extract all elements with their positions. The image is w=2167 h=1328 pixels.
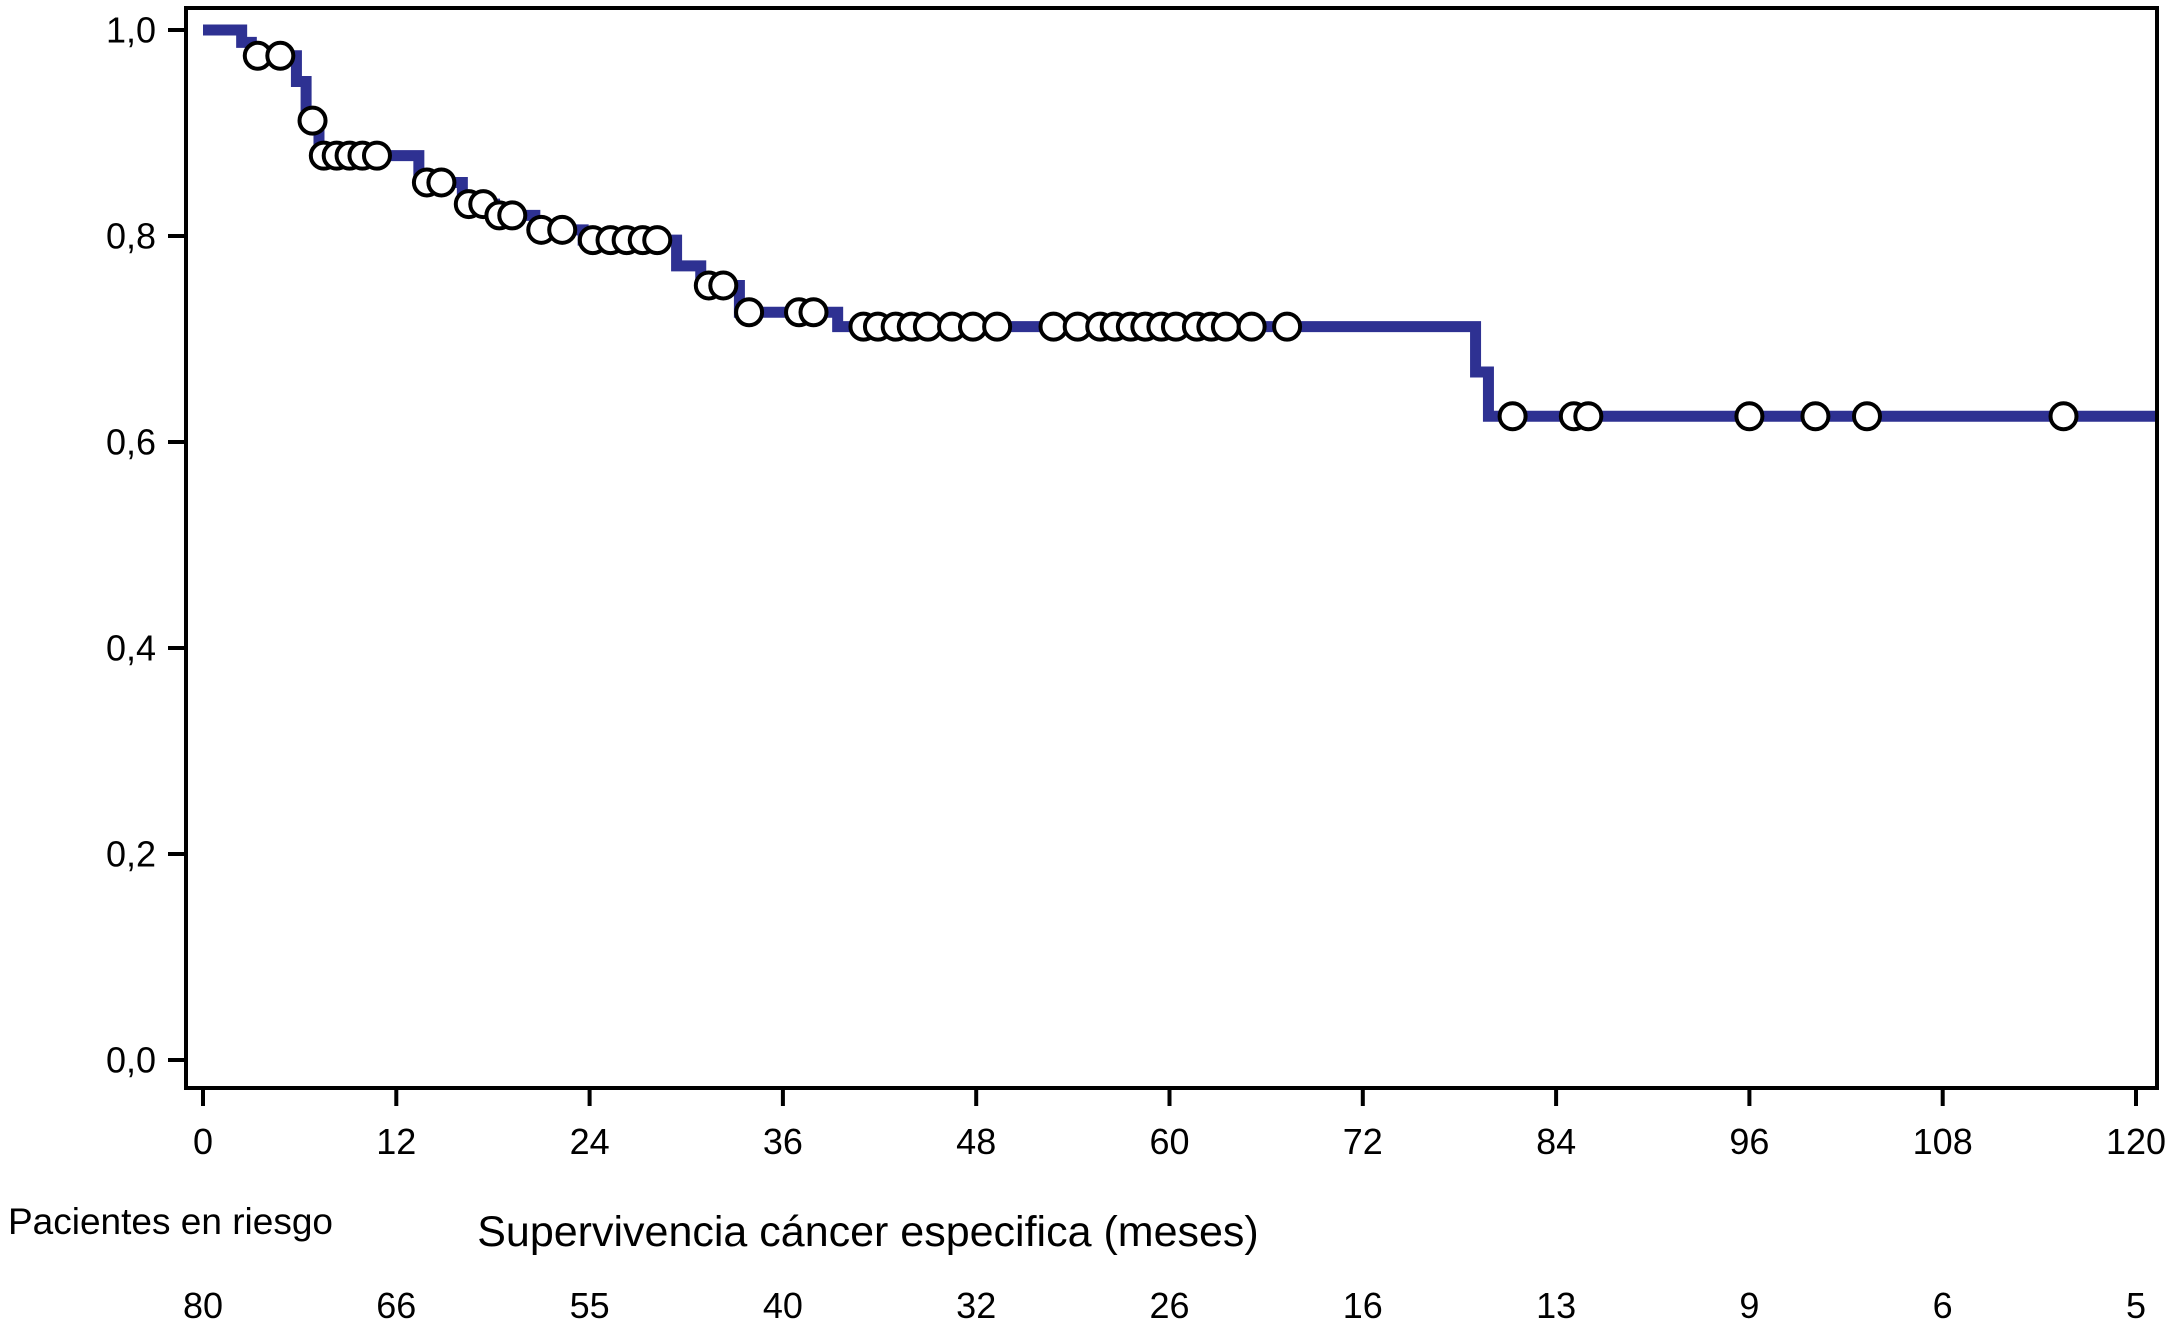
censor-mark (798, 297, 829, 328)
at-risk-count: 13 (1536, 1285, 1576, 1326)
censor-mark (497, 200, 528, 231)
censor-mark (297, 105, 328, 136)
x-tick-label: 60 (1149, 1121, 1189, 1162)
at-risk-count: 32 (956, 1285, 996, 1326)
censor-mark (982, 311, 1013, 342)
y-tick-label: 0,0 (106, 1040, 156, 1081)
censor-mark (1851, 401, 1882, 432)
censor-mark (547, 214, 578, 245)
censor-mark (265, 40, 296, 71)
at-risk-count: 80 (183, 1285, 223, 1326)
x-tick-label: 24 (570, 1121, 610, 1162)
x-axis-labels-group: 0 12 24 36 48 60 72 84 96 108 120 (193, 1121, 2166, 1162)
axis-ticks-group (168, 28, 2138, 1106)
censor-mark (1573, 401, 1604, 432)
censor-mark (1236, 311, 1267, 342)
censor-mark (361, 140, 392, 171)
censor-marks-group (242, 40, 2079, 432)
censor-mark (708, 270, 739, 301)
censor-mark (734, 297, 765, 328)
censor-mark (912, 311, 943, 342)
y-tick-label: 0,2 (106, 834, 156, 875)
x-tick-label: 96 (1729, 1121, 1769, 1162)
x-tick-label: 0 (193, 1121, 213, 1162)
censor-mark (1800, 401, 1831, 432)
y-tick-label: 0,4 (106, 628, 156, 669)
at-risk-count: 55 (570, 1285, 610, 1326)
censor-mark (2048, 401, 2079, 432)
at-risk-count: 40 (763, 1285, 803, 1326)
y-tick-label: 0,6 (106, 422, 156, 463)
x-tick-label: 72 (1343, 1121, 1383, 1162)
at-risk-count: 66 (376, 1285, 416, 1326)
y-tick-label: 1,0 (106, 10, 156, 51)
censor-mark (1272, 311, 1303, 342)
at-risk-count: 6 (1933, 1285, 1953, 1326)
censor-mark (1734, 401, 1765, 432)
x-tick-label: 12 (376, 1121, 416, 1162)
censor-mark (642, 225, 673, 256)
censor-mark (1038, 311, 1069, 342)
censor-mark (957, 311, 988, 342)
x-tick-label: 84 (1536, 1121, 1576, 1162)
plot-frame-group (184, 6, 2159, 1090)
y-tick-label: 0,8 (106, 216, 156, 257)
censor-mark (1210, 311, 1241, 342)
censor-mark (426, 167, 457, 198)
at-risk-counts-group: 80 66 55 40 32 26 16 13 9 6 5 (183, 1285, 2146, 1326)
at-risk-count: 9 (1739, 1285, 1759, 1326)
at-risk-count: 16 (1343, 1285, 1383, 1326)
x-tick-label: 48 (956, 1121, 996, 1162)
at-risk-label: Pacientes en riesgo (8, 1201, 333, 1242)
at-risk-count: 26 (1149, 1285, 1189, 1326)
at-risk-count: 5 (2126, 1285, 2146, 1326)
x-axis-title: Supervivencia cáncer especifica (meses) (477, 1208, 1259, 1256)
y-axis-labels-group: 1,0 0,8 0,6 0,4 0,2 0,0 (106, 10, 156, 1081)
x-tick-label: 120 (2106, 1121, 2166, 1162)
plot-frame (184, 6, 2159, 1090)
censor-mark (1497, 401, 1528, 432)
x-tick-label: 108 (1913, 1121, 1973, 1162)
x-tick-label: 36 (763, 1121, 803, 1162)
